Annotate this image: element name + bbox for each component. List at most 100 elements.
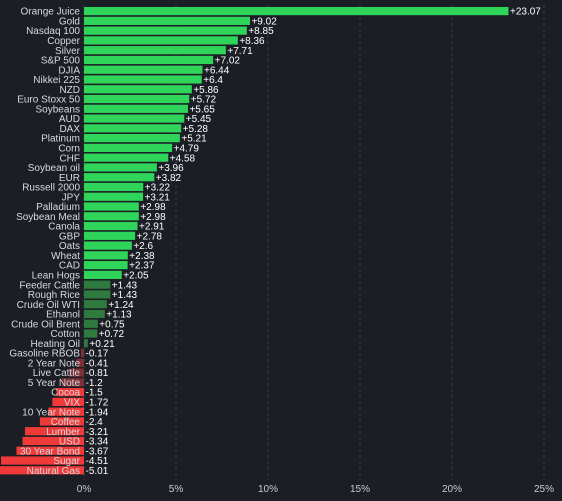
category-label: Live Cattle <box>33 368 81 379</box>
value-label: +3.96 <box>158 163 184 174</box>
value-label: +9.02 <box>251 16 277 27</box>
category-label: Cocoa <box>51 388 80 399</box>
category-label: Feeder Cattle <box>19 280 80 291</box>
bar <box>84 16 250 25</box>
value-label: +4.79 <box>174 143 200 154</box>
bar <box>84 143 173 152</box>
category-label: DAX <box>59 124 80 135</box>
value-label: -1.72 <box>86 398 109 409</box>
category-label: Wheat <box>51 251 80 262</box>
bar <box>69 368 84 377</box>
value-label: +6.4 <box>203 75 223 86</box>
bar <box>39 417 84 426</box>
category-label: Canola <box>48 222 80 233</box>
bar <box>84 221 138 231</box>
value-label: +5.65 <box>189 104 215 115</box>
category-label: EUR <box>59 173 80 184</box>
bar <box>52 397 84 406</box>
bar <box>84 124 182 133</box>
category-label: Corn <box>58 143 80 154</box>
x-tick-label: 25% <box>534 484 554 495</box>
value-label: -3.34 <box>86 437 109 448</box>
value-label: -4.51 <box>86 456 109 467</box>
category-label: Euro Stoxx 50 <box>17 95 80 106</box>
bar <box>0 466 84 475</box>
x-tick-label: 10% <box>258 484 278 495</box>
value-label: +1.24 <box>108 300 134 311</box>
value-label: +2.6 <box>133 241 153 252</box>
category-label: Lumber <box>46 427 81 438</box>
bar <box>84 212 139 221</box>
value-label: +0.21 <box>89 339 115 350</box>
value-label: -2.4 <box>86 417 104 428</box>
bar <box>1 456 85 465</box>
bar <box>84 300 107 309</box>
bar <box>84 251 128 260</box>
bar <box>76 358 84 367</box>
category-label: Oats <box>59 241 80 252</box>
bar <box>84 153 169 162</box>
category-label: Platinum <box>41 134 80 145</box>
category-label: Cotton <box>51 329 80 340</box>
category-label: 30 Year Bond <box>20 446 80 457</box>
bar <box>84 241 132 250</box>
category-label: Lean Hogs <box>32 270 80 281</box>
category-label: USD <box>59 437 80 448</box>
category-label: 2 Year Note <box>28 358 81 369</box>
category-label: Ethanol <box>46 310 80 321</box>
category-label: JPY <box>62 192 81 203</box>
value-label: +0.72 <box>99 329 125 340</box>
x-tick-label: 5% <box>169 484 184 495</box>
bar <box>84 309 105 319</box>
value-label: -5.01 <box>86 466 109 477</box>
value-label: -1.94 <box>86 407 109 418</box>
category-label: Nikkei 225 <box>33 75 80 86</box>
category-label: CAD <box>59 261 80 272</box>
bar <box>56 388 84 397</box>
value-label: +2.37 <box>129 261 155 272</box>
value-label: +2.38 <box>129 251 155 262</box>
value-labels: +23.07 +9.02+8.85+8.36+7.71+7.02+6.44+6.4… <box>86 7 542 477</box>
category-label: Nasdaq 100 <box>26 26 80 37</box>
category-label: CHF <box>59 153 80 164</box>
value-label: +1.43 <box>112 290 138 301</box>
grid-lines <box>83 5 545 480</box>
category-label: 10 Year Note <box>22 407 80 418</box>
value-label: +7.02 <box>215 56 241 67</box>
bar <box>84 270 122 279</box>
bar <box>48 407 84 416</box>
category-label: S&P 500 <box>41 56 81 67</box>
bar <box>84 36 238 45</box>
bar <box>84 173 155 182</box>
category-label: Soybeans <box>36 104 80 115</box>
bar <box>84 319 98 328</box>
category-label: Crude Oil Brent <box>11 319 80 330</box>
value-label: +2.05 <box>123 270 149 281</box>
value-label: +7.71 <box>227 46 253 57</box>
category-label: Palladium <box>36 202 80 213</box>
category-label: Silver <box>55 46 81 57</box>
value-label: +2.91 <box>139 222 165 233</box>
value-label: -1.2 <box>86 378 104 389</box>
value-label: +1.43 <box>112 280 138 291</box>
bar <box>16 446 84 455</box>
category-label: Orange Juice <box>21 7 81 18</box>
value-label: +2.78 <box>137 231 163 242</box>
value-label: -0.17 <box>86 349 109 360</box>
bar <box>84 7 509 16</box>
value-label: +3.82 <box>156 173 182 184</box>
bar <box>84 290 111 299</box>
category-label: NZD <box>59 85 80 96</box>
value-label: +4.58 <box>170 153 196 164</box>
value-label: +8.85 <box>248 26 274 37</box>
bar <box>84 94 190 104</box>
value-label: +2.98 <box>140 212 166 223</box>
bar <box>24 427 84 436</box>
bar <box>84 134 180 143</box>
bar <box>84 104 188 113</box>
value-label: +0.75 <box>99 319 125 330</box>
bar <box>61 378 84 387</box>
bar <box>84 192 144 201</box>
category-label: AUD <box>59 114 80 125</box>
